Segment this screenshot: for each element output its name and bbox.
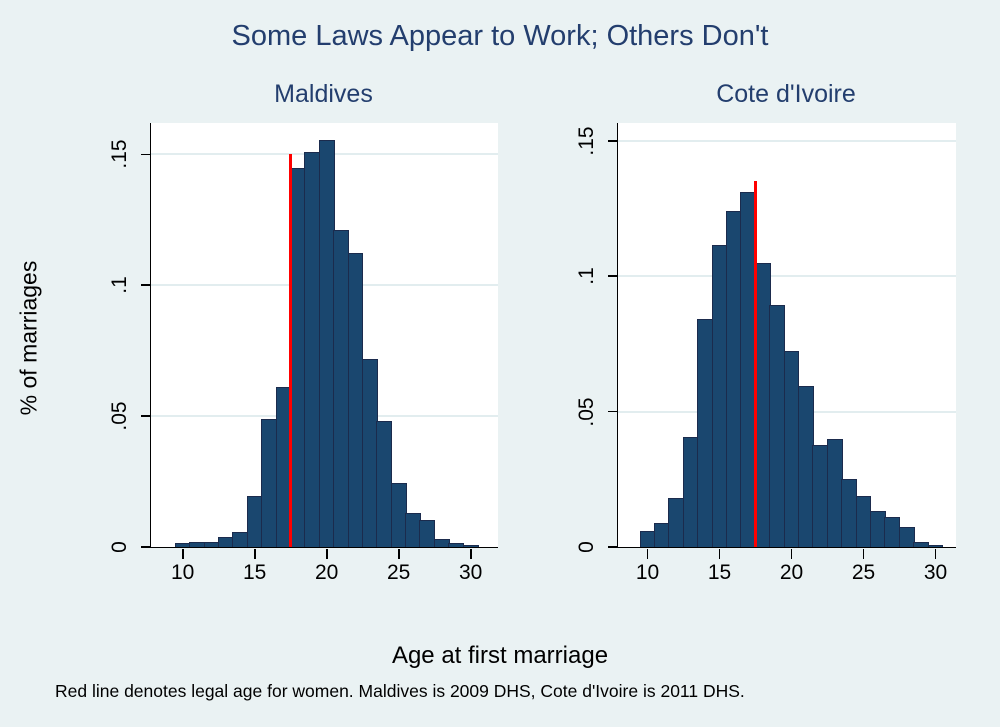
y-axis-tick — [141, 284, 151, 287]
histogram-panel-maldives: 0 .05 .1 .15 10 15 20 25 30 — [108, 123, 498, 584]
x-tick-label: 25 — [851, 561, 876, 584]
figure-title: Some Laws Appear to Work; Others Don't — [231, 20, 769, 52]
gridline — [618, 275, 956, 278]
y-axis-tick — [608, 139, 618, 142]
histogram-bar — [913, 542, 930, 547]
y-tick-label: .1 — [575, 267, 598, 285]
x-tick-label: 30 — [923, 561, 948, 584]
x-axis-tick — [469, 548, 472, 559]
x-tick-label: 20 — [314, 561, 339, 584]
histogram-bar — [898, 526, 915, 547]
histogram-bar — [927, 544, 944, 547]
x-axis-tick — [181, 548, 184, 559]
footnote: Red line denotes legal age for women. Ma… — [55, 681, 745, 701]
y-axis-tick — [608, 410, 618, 413]
histogram-bar — [419, 519, 436, 547]
y-axis-tick — [141, 546, 151, 548]
panel-title-cote-divoire: Cote d'Ivoire — [716, 80, 856, 108]
x-axis-tick — [790, 548, 793, 559]
histogram-bar — [462, 544, 479, 547]
legal-age-line — [289, 154, 292, 547]
y-axis-tick — [141, 153, 151, 156]
x-axis-tick — [862, 548, 865, 559]
x-axis-tick — [325, 548, 328, 559]
x-tick-label: 10 — [635, 561, 660, 584]
panel-title-maldives: Maldives — [274, 80, 373, 108]
y-tick-label: .05 — [108, 401, 131, 431]
x-axis-title: Age at first marriage — [391, 642, 609, 669]
x-axis-tick — [253, 548, 256, 559]
x-tick-label: 15 — [242, 561, 267, 584]
y-tick-label: 0 — [575, 541, 598, 553]
legal-age-line — [754, 181, 757, 547]
y-axis-tick — [608, 275, 618, 277]
y-tick-label: .05 — [575, 396, 598, 427]
y-tick-label: 0 — [108, 541, 131, 553]
x-tick-label: 15 — [707, 561, 732, 584]
x-tick-label: 20 — [779, 561, 804, 584]
y-axis-tick — [608, 546, 618, 548]
x-axis-tick — [934, 548, 937, 559]
x-tick-label: 30 — [458, 561, 483, 584]
gridline — [618, 139, 956, 142]
x-axis-tick — [646, 548, 649, 559]
y-axis-title: % of marriages — [15, 260, 42, 416]
y-axis-tick — [141, 415, 151, 418]
x-tick-label: 10 — [170, 561, 195, 584]
x-axis-tick — [718, 548, 721, 559]
x-axis-tick — [397, 548, 400, 559]
y-tick-label: .1 — [108, 276, 131, 295]
x-tick-label: 25 — [386, 561, 411, 584]
y-tick-label: .15 — [108, 139, 131, 170]
histogram-panel-cote-divoire: 0 .05 .1 .15 10 15 20 25 30 — [575, 123, 956, 584]
y-tick-label: .15 — [575, 126, 598, 156]
